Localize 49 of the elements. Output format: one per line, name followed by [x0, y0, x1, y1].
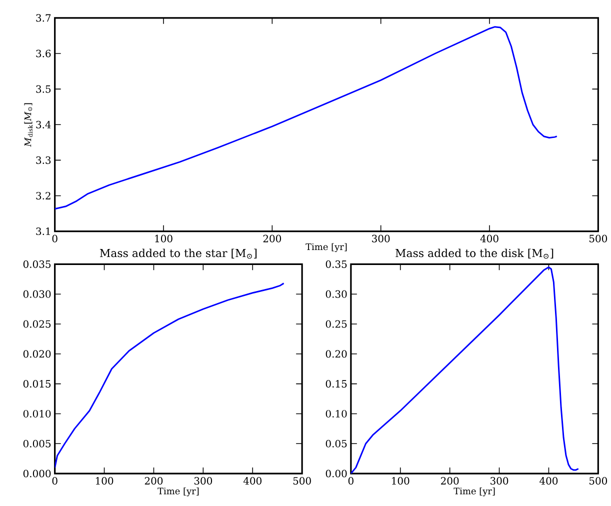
x-tick-label: 300 — [490, 476, 508, 484]
y-tick-label: 0.15 — [326, 380, 347, 388]
y-tick-label: 3.7 — [36, 14, 51, 22]
x-tick-label: 500 — [589, 476, 608, 484]
y-tick-label: 0.10 — [326, 410, 347, 418]
line-series — [54, 282, 285, 468]
x-axis-title: Time [yr] — [158, 487, 199, 496]
y-tick-label: 0.030 — [23, 290, 51, 298]
chart-title: Mass added to the star [M$_{⊙}$] — [100, 248, 257, 258]
y-tick-label: 0.20 — [326, 350, 347, 358]
x-tick-label: 100 — [392, 476, 410, 484]
y-tick-label: 3.4 — [36, 120, 51, 128]
x-axis-title: Time [yr] — [306, 242, 347, 252]
y-tick-label: 0.035 — [23, 260, 51, 268]
y-tick-label: 3.1 — [36, 227, 50, 235]
y-tick-label: 0.000 — [23, 470, 51, 478]
y-tick-label: 0.35 — [326, 260, 347, 268]
x-tick-label: 0 — [348, 476, 354, 484]
y-tick-label: 0.25 — [326, 320, 347, 328]
y-tick-label: 3.3 — [36, 156, 51, 164]
y-axis-title: M$_{disk}$[M$_{⊙}$] — [24, 103, 33, 147]
x-tick-label: 300 — [194, 476, 212, 484]
y-tick-label: 0.30 — [326, 290, 347, 298]
x-tick-label: 100 — [155, 234, 172, 242]
x-tick-label: 0 — [52, 234, 58, 242]
x-tick-label: 200 — [440, 476, 459, 484]
y-tick-label: 3.6 — [36, 49, 51, 58]
y-tick-label: 0.05 — [326, 440, 347, 448]
x-tick-label: 400 — [243, 476, 262, 484]
line-series — [54, 26, 558, 210]
x-tick-label: 100 — [96, 476, 114, 484]
x-tick-label: 200 — [144, 476, 163, 484]
x-tick-label: 0 — [52, 476, 58, 484]
y-tick-label: 0.010 — [23, 410, 51, 418]
x-tick-label: 400 — [480, 234, 498, 242]
x-tick-label: 500 — [590, 234, 608, 242]
y-tick-label: 0.020 — [23, 350, 51, 358]
x-tick-label: 200 — [263, 234, 282, 242]
x-tick-label: 400 — [540, 476, 558, 484]
y-tick-label: 0.005 — [23, 440, 51, 448]
y-tick-label: 0.00 — [326, 470, 347, 478]
x-tick-label: 300 — [372, 234, 390, 242]
y-tick-label: 0.015 — [23, 380, 51, 388]
y-tick-label: 3.2 — [36, 192, 50, 200]
chart-title: Mass added to the disk [M$_{⊙}$] — [396, 248, 554, 258]
x-tick-label: 500 — [293, 476, 311, 484]
y-tick-label: 0.025 — [23, 320, 51, 328]
x-axis-title: Time [yr] — [454, 487, 495, 496]
y-tick-label: 3.5 — [36, 85, 51, 93]
